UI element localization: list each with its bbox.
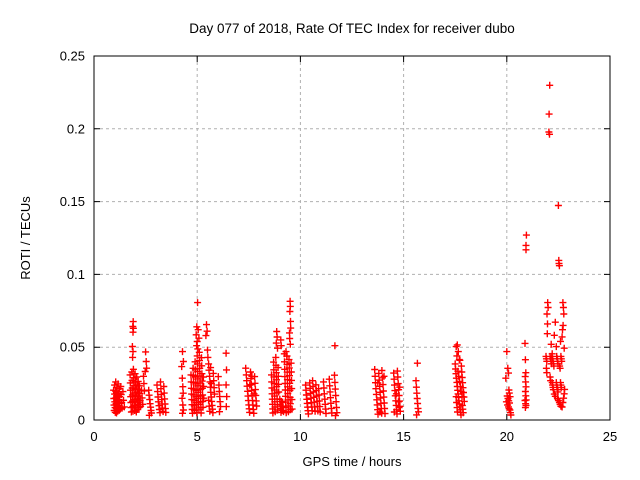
y-tick-label: 0.1 [67,267,85,282]
x-axis-label: GPS time / hours [303,454,402,469]
y-tick-label: 0.15 [60,194,85,209]
x-tick-label: 5 [194,429,201,444]
chart-title: Day 077 of 2018, Rate Of TEC Index for r… [189,21,514,36]
y-axis-label: ROTI / TECUs [18,196,33,280]
plot-border [93,55,611,421]
y-tick-label: 0.05 [60,340,85,355]
y-tick-label: 0 [78,413,85,428]
x-tick-label: 10 [293,429,307,444]
data-points [110,81,569,420]
y-tick-label: 0.2 [67,121,85,136]
x-tick-label: 0 [90,429,97,444]
x-tick-label: 15 [396,429,410,444]
x-tick-label: 20 [500,429,514,444]
axis-ticks [93,55,611,421]
gridlines [94,56,610,420]
x-tick-label: 25 [603,429,617,444]
y-tick-label: 0.25 [60,49,85,64]
